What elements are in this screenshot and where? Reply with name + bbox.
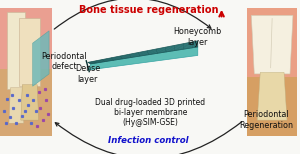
Polygon shape [21, 85, 39, 120]
Polygon shape [247, 8, 297, 136]
Polygon shape [88, 41, 198, 64]
Text: Honeycomb
layer: Honeycomb layer [174, 27, 222, 47]
Text: Periodontal
Regeneration: Periodontal Regeneration [239, 110, 293, 130]
Polygon shape [251, 15, 293, 74]
Polygon shape [247, 77, 297, 136]
Text: Infection control: Infection control [108, 136, 189, 145]
Polygon shape [8, 12, 25, 89]
Polygon shape [0, 8, 52, 136]
Text: Dual drug-loaded 3D printed
bi-layer membrane
(Hy@SIM-GSE): Dual drug-loaded 3D printed bi-layer mem… [95, 97, 205, 127]
Polygon shape [19, 18, 40, 86]
Polygon shape [9, 88, 24, 123]
Text: Bone tissue regeneration: Bone tissue regeneration [79, 5, 218, 15]
Polygon shape [0, 69, 52, 136]
Text: Dense
layer: Dense layer [75, 64, 100, 84]
FancyArrowPatch shape [55, 122, 242, 154]
FancyArrowPatch shape [54, 0, 211, 29]
Polygon shape [88, 47, 198, 70]
Polygon shape [33, 31, 49, 86]
Polygon shape [257, 72, 287, 120]
Text: Periodontal
defect: Periodontal defect [41, 52, 87, 71]
